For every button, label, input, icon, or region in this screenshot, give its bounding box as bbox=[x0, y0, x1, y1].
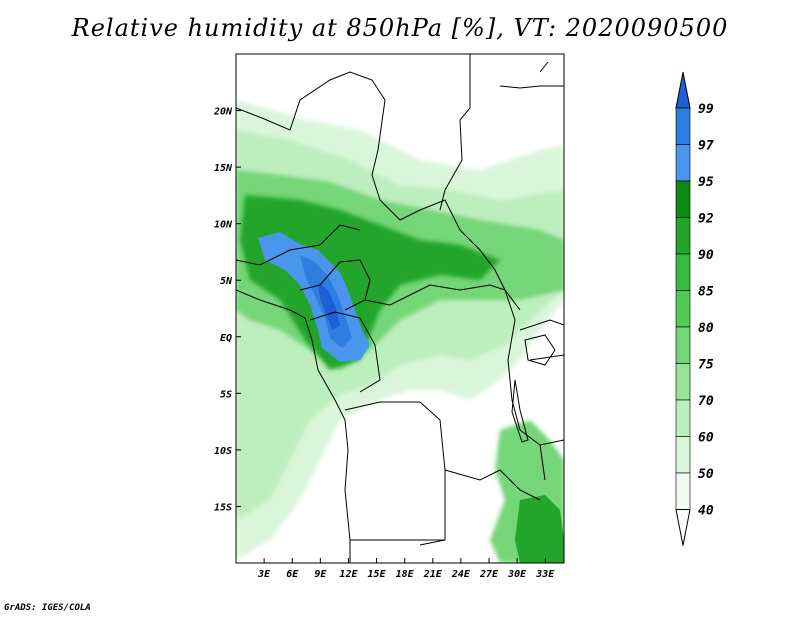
lon-tick-label: 9E bbox=[314, 569, 327, 580]
border-congo bbox=[309, 311, 381, 393]
colorbar-bottom-arrow bbox=[675, 509, 691, 546]
lon-tick-label: 21E bbox=[423, 569, 443, 580]
colorbar-segment bbox=[675, 472, 691, 510]
lat-tick-label: 5N bbox=[220, 276, 233, 287]
colorbar-level-label: 99 bbox=[698, 102, 714, 117]
lat-tick-label: 15S bbox=[214, 502, 232, 513]
border-zambia bbox=[444, 469, 541, 501]
lon-tick-label: 33E bbox=[535, 569, 555, 580]
lat-tick-label: 10N bbox=[214, 220, 233, 231]
colorbar-level-label: 50 bbox=[698, 467, 714, 482]
colorbar-segment bbox=[675, 436, 691, 474]
footer-credit: GrADS: IGES/COLA bbox=[4, 603, 91, 613]
coastline-gulf bbox=[236, 289, 351, 563]
humidity-region-99 bbox=[318, 282, 340, 330]
colorbar-segment bbox=[675, 217, 691, 255]
lon-tick-label: 12E bbox=[339, 569, 358, 580]
lon-tick-label: 3E bbox=[257, 569, 271, 580]
colorbar-segment bbox=[675, 363, 691, 401]
plot-frame bbox=[235, 53, 565, 564]
humidity-region-se-dark bbox=[515, 495, 564, 563]
colorbar-segment bbox=[675, 290, 691, 328]
lat-tick-label: EQ bbox=[220, 333, 232, 344]
colorbar-level-label: 92 bbox=[698, 212, 714, 227]
longitude-axis: 3E 6E 9E 12E 15E 18E 21E 24E 27E 30E 33E bbox=[257, 558, 555, 580]
border-east-africa bbox=[519, 319, 564, 446]
border-egypt-sudan bbox=[439, 54, 471, 211]
colorbar: 99 97 95 92 90 85 80 75 70 60 50 40 bbox=[675, 71, 714, 546]
lon-tick-label: 6E bbox=[286, 569, 299, 580]
lake-tanganyika bbox=[511, 379, 529, 443]
colorbar-level-label: 75 bbox=[698, 358, 714, 373]
lon-tick-label: 30E bbox=[507, 569, 527, 580]
lon-tick-label: 15E bbox=[368, 569, 387, 580]
border-nigeria bbox=[236, 224, 361, 266]
lat-tick-label: 15N bbox=[214, 163, 233, 174]
lat-tick-label: 20N bbox=[213, 107, 233, 118]
map-title: Relative humidity at 850hPa [%], VT: 202… bbox=[71, 14, 729, 42]
humidity-field bbox=[236, 100, 564, 563]
colorbar-level-label: 90 bbox=[698, 248, 714, 263]
lat-tick-label: 10S bbox=[214, 446, 232, 457]
colorbar-level-label: 70 bbox=[698, 394, 714, 409]
colorbar-segment bbox=[675, 107, 691, 145]
latitude-axis: 20N 15N 10N 5N EQ 5S 10S 15S bbox=[213, 107, 241, 513]
border-car-drc bbox=[364, 284, 521, 311]
lon-tick-label: 24E bbox=[451, 569, 471, 580]
colorbar-level-label: 80 bbox=[698, 321, 714, 336]
colorbar-segment bbox=[675, 144, 691, 182]
colorbar-top-arrow bbox=[675, 71, 691, 109]
colorbar-level-label: 95 bbox=[698, 175, 714, 190]
colorbar-segment bbox=[675, 253, 691, 291]
border-chad-car bbox=[371, 174, 506, 291]
colorbar-level-label: 85 bbox=[698, 285, 714, 300]
colorbar-level-label: 60 bbox=[698, 431, 714, 446]
humidity-region-90 bbox=[240, 195, 500, 370]
map-panel: 20N 15N 10N 5N EQ 5S 10S 15S 3E 6E 9E 12E 15E 18E 21E… bbox=[213, 53, 565, 580]
colorbar-level-label: 40 bbox=[698, 504, 714, 519]
lake-victoria bbox=[524, 334, 556, 366]
colorbar-segment bbox=[675, 326, 691, 364]
country-borders bbox=[236, 54, 564, 563]
colorbar-segment bbox=[675, 399, 691, 437]
colorbar-level-label: 97 bbox=[698, 139, 714, 154]
border-angola bbox=[344, 401, 446, 546]
colorbar-segment bbox=[675, 180, 691, 218]
lon-tick-label: 18E bbox=[396, 569, 415, 580]
border-north-line bbox=[236, 71, 386, 176]
coastline-red-sea bbox=[499, 61, 564, 89]
lat-tick-label: 5S bbox=[220, 389, 232, 400]
lon-tick-label: 27E bbox=[479, 569, 499, 580]
